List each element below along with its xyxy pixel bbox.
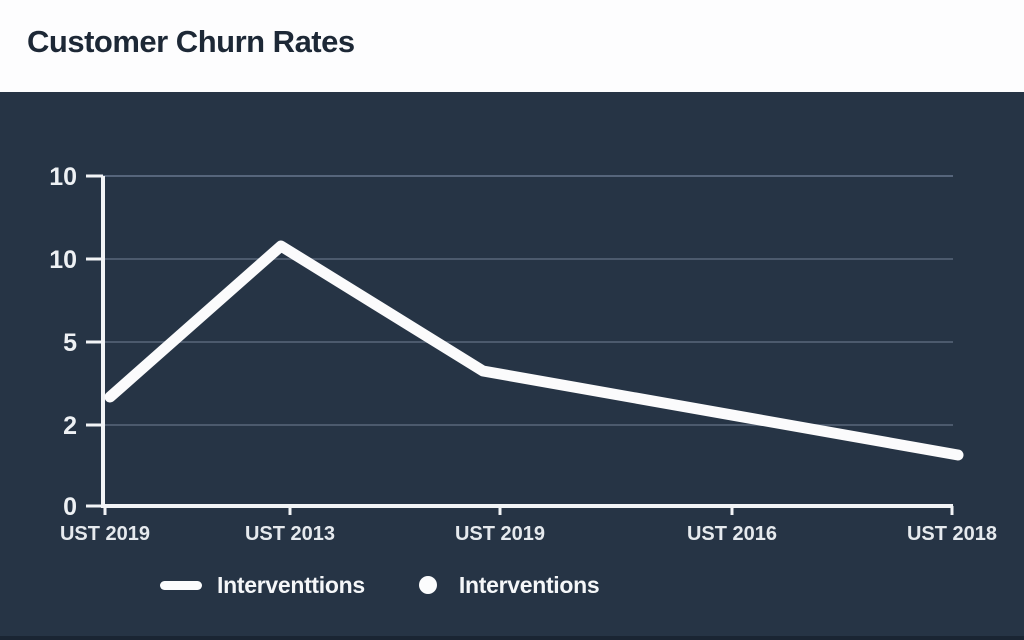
y-tick-label: 10 [49,163,77,191]
y-tick-label: 2 [63,412,77,440]
y-tick-label: 10 [49,246,77,274]
page-title: Customer Churn Rates [27,24,355,59]
legend-label-interventtions: Interventtions [217,571,365,598]
legend-dot-swatch-icon [418,576,437,594]
series-line-interventtions [104,240,964,461]
axis-ticks [86,174,954,515]
legend-item-dot: Interventions [418,571,600,599]
legend-line-swatch-icon [160,580,202,590]
page-header: Customer Churn Rates [0,0,1024,92]
x-tick-label: UST 2019 [60,523,150,545]
y-tick-label: 0 [63,493,77,521]
x-tick-label: UST 2019 [455,523,545,545]
legend-label-interventions: Interventions [458,571,600,598]
x-axis-labels: UST 2019 UST 2013 UST 2019 UST 2016 UST 2018 [60,523,997,545]
gridlines [103,175,953,426]
x-tick-label: UST 2018 [907,523,997,545]
panel-bottom-edge [0,636,1024,640]
y-tick-label: 5 [63,329,77,357]
x-tick-label: UST 2016 [687,523,777,545]
chart-legend: Interventtions Interventions [160,568,600,602]
y-axis-labels: 10 10 5 2 0 [49,163,77,521]
chart-panel [0,92,1024,640]
legend-item-line: Interventtions [160,572,365,599]
x-tick-label: UST 2013 [245,523,335,545]
